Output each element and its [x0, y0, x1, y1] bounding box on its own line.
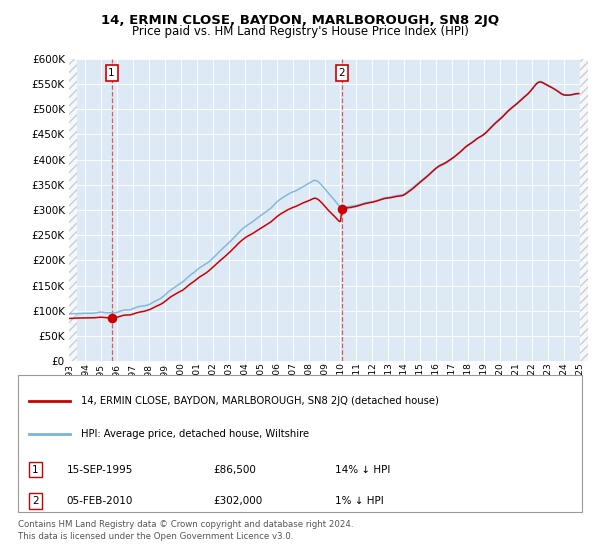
Text: 1: 1	[108, 68, 115, 78]
FancyBboxPatch shape	[18, 375, 582, 512]
Text: 05-FEB-2010: 05-FEB-2010	[67, 496, 133, 506]
Text: £86,500: £86,500	[214, 464, 256, 474]
Bar	[69, 59, 77, 361]
Text: Contains HM Land Registry data © Crown copyright and database right 2024.
This d: Contains HM Land Registry data © Crown c…	[18, 520, 353, 541]
Text: 1: 1	[32, 464, 39, 474]
Bar	[580, 59, 588, 361]
Text: 2: 2	[338, 68, 345, 78]
Point	[107, 313, 116, 322]
Text: 14, ERMIN CLOSE, BAYDON, MARLBOROUGH, SN8 2JQ: 14, ERMIN CLOSE, BAYDON, MARLBOROUGH, SN…	[101, 14, 499, 27]
Text: 2: 2	[32, 496, 39, 506]
Text: 14% ↓ HPI: 14% ↓ HPI	[335, 464, 390, 474]
Point	[337, 204, 347, 213]
Text: 15-SEP-1995: 15-SEP-1995	[67, 464, 133, 474]
Text: £302,000: £302,000	[214, 496, 263, 506]
Text: 14, ERMIN CLOSE, BAYDON, MARLBOROUGH, SN8 2JQ (detached house): 14, ERMIN CLOSE, BAYDON, MARLBOROUGH, SN…	[81, 396, 439, 406]
Text: Price paid vs. HM Land Registry's House Price Index (HPI): Price paid vs. HM Land Registry's House …	[131, 25, 469, 38]
Text: HPI: Average price, detached house, Wiltshire: HPI: Average price, detached house, Wilt…	[81, 429, 309, 439]
Text: 1% ↓ HPI: 1% ↓ HPI	[335, 496, 383, 506]
